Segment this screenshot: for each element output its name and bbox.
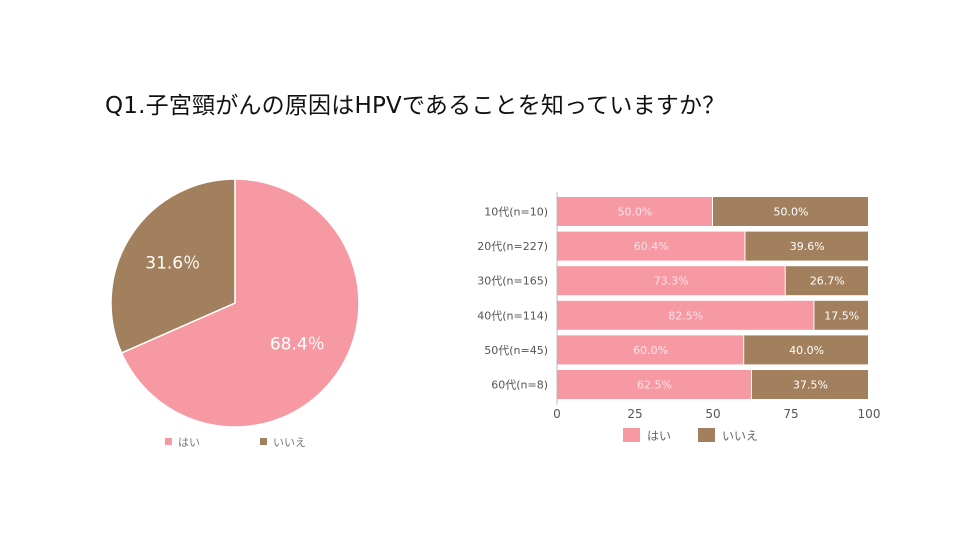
bar-data-label: 37.5% [793, 379, 828, 392]
category-label: 40代(n=114) [477, 309, 548, 322]
bar-data-label: 17.5% [824, 309, 859, 322]
pie-legend: はい いいえ [165, 436, 306, 449]
pie-slice [120, 178, 360, 428]
bar-segment [752, 370, 868, 399]
legend-swatch [260, 438, 267, 445]
x-tick-label: 50 [705, 407, 720, 421]
bar-data-label: 60.4% [634, 240, 669, 253]
bar-segment [744, 335, 868, 365]
category-label: 10代(n=10) [484, 206, 548, 219]
bar-segment [785, 266, 868, 296]
bar-data-label: 40.0% [789, 344, 824, 357]
pie-slice [110, 178, 236, 354]
category-label: 30代(n=165) [477, 275, 548, 288]
x-tick-label: 75 [783, 407, 798, 421]
legend-swatch [165, 438, 172, 445]
bar-data-label: 60.0% [633, 344, 668, 357]
pie-value-label: 31.6％ [145, 253, 200, 273]
legend-label: いいえ [722, 429, 758, 443]
bar-segment [557, 231, 745, 261]
bar-segment [557, 300, 814, 330]
legend-swatch [698, 428, 715, 442]
bar-segment [814, 300, 868, 330]
bar-segment [557, 197, 712, 226]
bar-segment [557, 370, 751, 399]
legend-label: はい [178, 436, 200, 449]
bar-segment [713, 197, 868, 226]
bar-segment [745, 231, 868, 261]
pie-chart: 68.4％ 31.6％ [110, 178, 360, 428]
bar-data-label: 50.0% [774, 206, 809, 219]
legend-label: いいえ [273, 436, 306, 449]
pie-value-label: 68.4％ [270, 335, 325, 355]
category-label: 20代(n=227) [477, 240, 548, 253]
category-label: 60代(n=8) [491, 379, 548, 392]
x-tick-label: 25 [627, 407, 642, 421]
bar-data-label: 62.5% [637, 379, 672, 392]
bar-data-label: 73.3% [654, 275, 689, 288]
x-tick-label: 100 [858, 407, 881, 421]
bar-data-label: 39.6% [790, 240, 825, 253]
bar-segment [557, 335, 744, 365]
bar-legend: はい いいえ [623, 428, 758, 443]
page-title: Q1.子宮頸がんの原因はHPVであることを知っていますか？ [105, 93, 726, 119]
legend-swatch [623, 428, 640, 442]
stacked-bar-chart: 50.0% 50.0% 10代(n=10) 60.4% 39.6% 20代(n=227) 7… [477, 192, 880, 421]
bar-data-label: 26.7% [810, 275, 845, 288]
bar-segment [557, 266, 785, 296]
bar-data-label: 82.5% [668, 309, 703, 322]
x-tick-label: 0 [553, 407, 561, 421]
legend-label: はい [647, 429, 671, 443]
bar-data-label: 50.0% [618, 206, 653, 219]
category-label: 50代(n=45) [484, 344, 548, 357]
